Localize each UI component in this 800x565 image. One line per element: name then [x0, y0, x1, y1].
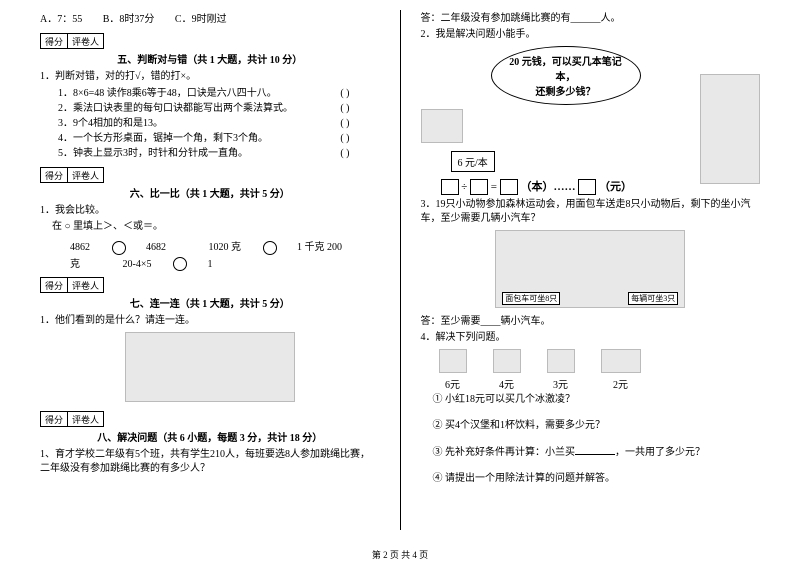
grader-label: 评卷人	[68, 167, 104, 183]
icecream-icon	[547, 349, 575, 373]
q8-4-1: ① 小红18元可以买几个冰激凌？	[421, 393, 761, 407]
q8-4-4: ④ 请提出一个用除法计算的问题并解答。	[421, 472, 761, 486]
q8-3: 3．19只小动物参加森林运动会，用面包车送走8只小动物后，剩下的坐小汽车，至少需…	[421, 198, 761, 226]
section-5-title: 五、判断对与错（共 1 大题，共计 10 分）	[40, 51, 380, 66]
answer-1: 答：二年级没有参加跳绳比赛的有______人。	[421, 12, 761, 26]
q5-1-5: 5．钟表上显示3时，时针和分针成一直角。( )	[40, 146, 380, 161]
circle-blank	[173, 257, 187, 271]
q5-1-2: 2．乘法口诀表里的每句口诀都能写出两个乘法算式。( )	[40, 101, 380, 116]
column-divider	[400, 10, 401, 530]
answer-3: 答：至少需要____辆小汽车。	[421, 315, 761, 329]
q5-1-3: 3．9个4相加的和是13。( )	[40, 116, 380, 131]
score-box-6: 得分 评卷人	[40, 167, 380, 183]
q5-1-1: 1．8×6=48 读作8乘6等于48，口诀是六八四十八。( )	[40, 86, 380, 101]
compare-row: 48624682 1020 克1 千克 200 克 20-4×51	[40, 238, 380, 271]
section-6-title: 六、比一比（共 1 大题，共计 5 分）	[40, 185, 380, 200]
burger-icon	[439, 349, 467, 373]
grader-label: 评卷人	[68, 277, 104, 293]
q8-4-3: ③ 先补充好条件再计算：小兰买，一共用了多少元？	[421, 445, 761, 460]
grader-label: 评卷人	[68, 33, 104, 49]
q8-4-2: ② 买4个汉堡和1杯饮料，需要多少元？	[421, 419, 761, 433]
choice-a: A．7：55	[40, 14, 82, 25]
q5-1-4: 4．一个长方形桌面，锯掉一个角，剩下3个角。( )	[40, 131, 380, 146]
vehicles-icon: 面包车可坐8只 每辆可坐3只	[495, 230, 685, 308]
score-label: 得分	[40, 411, 68, 427]
grader-label: 评卷人	[68, 411, 104, 427]
q5-1: 1．判断对错，对的打√，错的打×。	[40, 70, 380, 84]
fill-blank	[575, 445, 615, 455]
q7-1: 1．他们看到的是什么？请连一连。	[40, 314, 380, 328]
match-image	[40, 332, 380, 405]
item-icecream: 3元	[547, 349, 575, 391]
item-burger: 6元	[439, 349, 467, 391]
blank-box	[578, 179, 596, 195]
circle-blank	[263, 241, 277, 255]
q8-1: 1、育才学校二年级有5个班，共有学生210人，每班要选8人参加跳绳比赛，二年级没…	[40, 448, 380, 476]
score-box-7: 得分 评卷人	[40, 277, 380, 293]
q6-instr: 在 ○ 里填上＞、＜或＝。	[40, 220, 380, 234]
children-objects-icon	[125, 332, 295, 402]
q8-4: 4．解决下列问题。	[421, 331, 761, 345]
blank-box	[441, 179, 459, 195]
drink-icon	[493, 349, 521, 373]
q8-2: 2．我是解决问题小能手。	[421, 28, 761, 42]
girl-icon	[700, 74, 760, 184]
notebook-icon	[421, 109, 463, 143]
blank-box	[470, 179, 488, 195]
price-label: 6 元/本	[451, 151, 495, 172]
bus-label: 面包车可坐8只	[502, 292, 560, 305]
speech-bubble: 20 元钱，可以买几本笔记本， 还剩多少钱？	[491, 46, 641, 105]
blank-box	[500, 179, 518, 195]
choice-b: B．8时37分	[103, 14, 155, 25]
mc-choices: A．7：55 B．8时37分 C．9时刚过	[40, 10, 380, 25]
score-label: 得分	[40, 33, 68, 49]
score-label: 得分	[40, 277, 68, 293]
score-box-5: 得分 评卷人	[40, 33, 380, 49]
items-row: 6元 4元 3元 2元	[439, 349, 761, 391]
cmp-3: 20-4×51	[123, 259, 233, 270]
circle-blank	[112, 241, 126, 255]
choice-c: C．9时刚过	[175, 14, 227, 25]
section-7-title: 七、连一连（共 1 大题，共计 5 分）	[40, 295, 380, 310]
car-label: 每辆可坐3只	[628, 292, 678, 305]
score-label: 得分	[40, 167, 68, 183]
score-box-8: 得分 评卷人	[40, 411, 380, 427]
section-8-title: 八、解决问题（共 6 小题，每题 3 分，共计 18 分）	[40, 429, 380, 444]
q6-1: 1．我会比较。	[40, 204, 380, 218]
item-chocolate: 2元	[601, 349, 641, 391]
cmp-1: 48624682	[70, 242, 186, 253]
page-footer: 第 2 页 共 4 页	[0, 548, 800, 561]
item-drink: 4元	[493, 349, 521, 391]
chocolate-icon	[601, 349, 641, 373]
